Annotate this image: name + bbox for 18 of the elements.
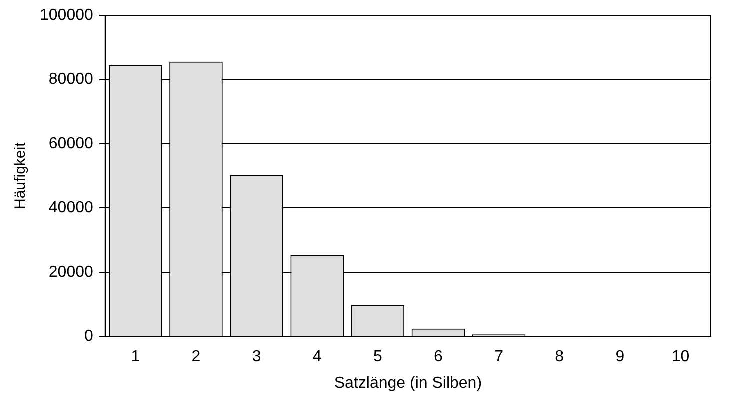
x-tick-label: 1 [131, 348, 140, 366]
x-tick-label: 3 [252, 348, 262, 366]
x-tick-label: 7 [494, 348, 504, 366]
y-tick-label: 0 [84, 328, 94, 346]
y-tick-label: 100000 [40, 7, 94, 24]
x-tick-label: 5 [373, 348, 382, 366]
y-tick-label: 80000 [48, 71, 94, 88]
x-axis-title: Satzlänge (in Silben) [334, 374, 482, 392]
x-tick-label: 6 [434, 348, 444, 366]
y-tick-label: 20000 [48, 264, 94, 281]
y-tick-label: 40000 [48, 200, 94, 217]
x-tick-label: 2 [192, 348, 201, 366]
y-tick-label: 60000 [48, 135, 94, 152]
y-axis-title: Häufigkeit [12, 142, 30, 210]
x-tick-label: 4 [312, 348, 322, 366]
x-tick-label: 8 [555, 348, 564, 366]
x-tick-label: 9 [616, 348, 625, 366]
x-tick-label: 10 [672, 348, 690, 366]
